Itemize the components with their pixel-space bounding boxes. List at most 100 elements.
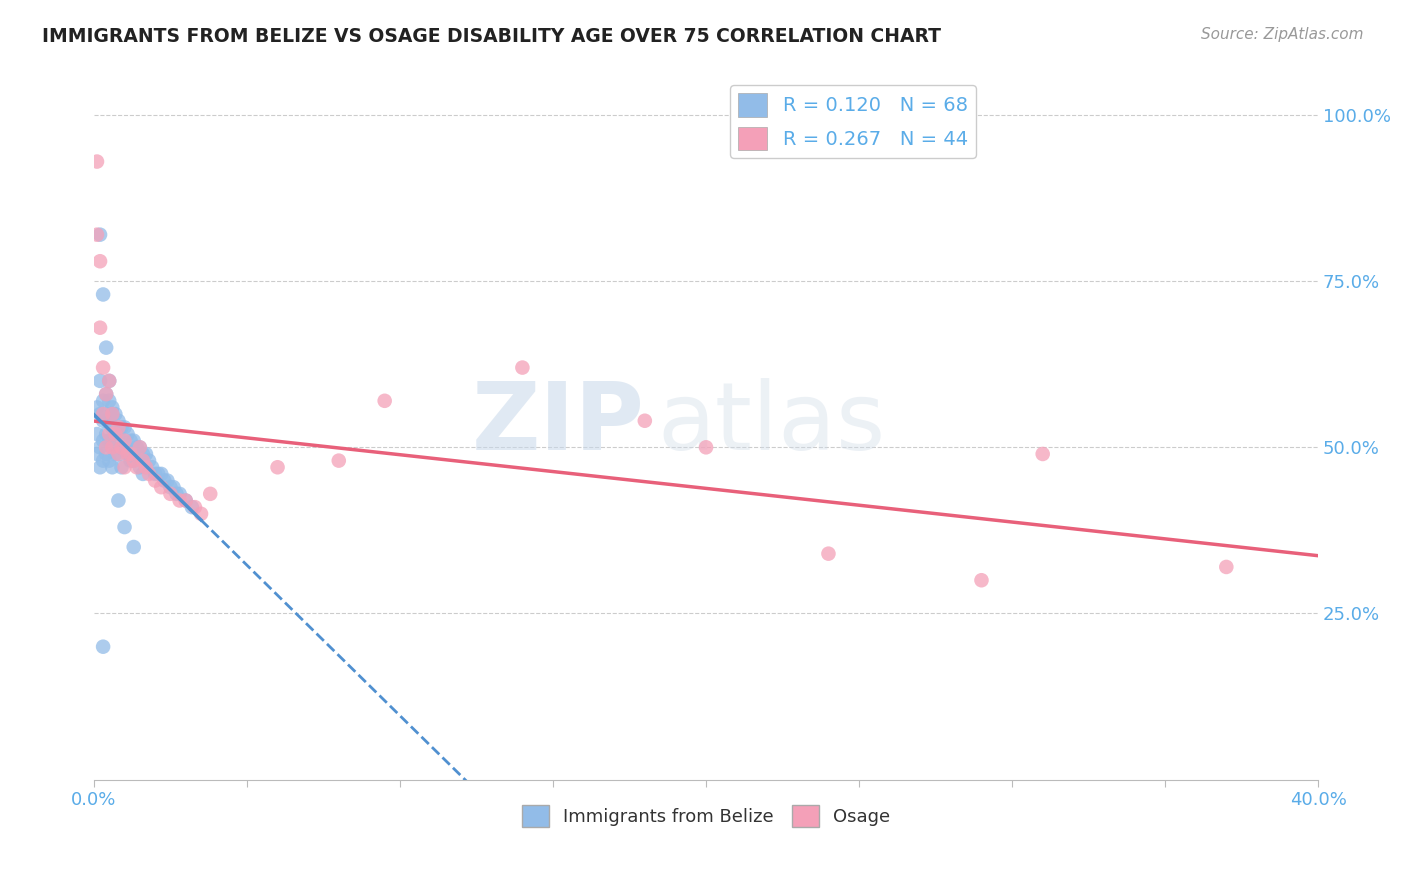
Point	[141, 460, 163, 475]
Point	[120, 447, 142, 461]
Point	[91, 360, 114, 375]
Point	[634, 414, 657, 428]
Point	[132, 447, 155, 461]
Point	[89, 407, 111, 421]
Point	[110, 420, 132, 434]
Point	[114, 434, 136, 448]
Point	[114, 420, 136, 434]
Point	[128, 440, 150, 454]
Point	[96, 387, 118, 401]
Point	[143, 474, 166, 488]
Point	[117, 427, 139, 442]
Point	[98, 374, 121, 388]
Point	[91, 414, 114, 428]
Point	[174, 493, 197, 508]
Point	[89, 320, 111, 334]
Point	[101, 407, 124, 421]
Point	[138, 453, 160, 467]
Text: ZIP: ZIP	[472, 378, 645, 470]
Point	[101, 440, 124, 454]
Point	[89, 254, 111, 268]
Point	[184, 500, 207, 515]
Point	[200, 487, 222, 501]
Point	[101, 407, 124, 421]
Point	[1215, 560, 1237, 574]
Point	[122, 453, 145, 467]
Point	[96, 341, 118, 355]
Point	[96, 447, 118, 461]
Point	[159, 480, 181, 494]
Point	[135, 460, 157, 475]
Point	[817, 547, 839, 561]
Point	[132, 467, 155, 481]
Point	[114, 460, 136, 475]
Point	[114, 520, 136, 534]
Point	[120, 453, 142, 467]
Point	[104, 427, 127, 442]
Point	[91, 453, 114, 467]
Point	[96, 387, 118, 401]
Point	[169, 493, 191, 508]
Point	[150, 480, 173, 494]
Point	[174, 493, 197, 508]
Point	[101, 420, 124, 434]
Point	[125, 460, 148, 475]
Point	[91, 393, 114, 408]
Point	[98, 427, 121, 442]
Point	[169, 487, 191, 501]
Point	[166, 487, 188, 501]
Point	[107, 447, 129, 461]
Text: atlas: atlas	[657, 378, 886, 470]
Point	[107, 447, 129, 461]
Point	[96, 440, 118, 454]
Point	[107, 427, 129, 442]
Point	[374, 393, 396, 408]
Point	[89, 227, 111, 242]
Point	[512, 360, 534, 375]
Point	[86, 154, 108, 169]
Point	[128, 440, 150, 454]
Point	[122, 434, 145, 448]
Point	[104, 447, 127, 461]
Point	[117, 447, 139, 461]
Point	[91, 287, 114, 301]
Point	[107, 420, 129, 434]
Text: Source: ZipAtlas.com: Source: ZipAtlas.com	[1201, 27, 1364, 42]
Point	[162, 480, 184, 494]
Point	[156, 474, 179, 488]
Point	[110, 460, 132, 475]
Point	[122, 540, 145, 554]
Point	[91, 407, 114, 421]
Point	[114, 440, 136, 454]
Point	[138, 467, 160, 481]
Point	[98, 374, 121, 388]
Point	[86, 401, 108, 415]
Point	[101, 401, 124, 415]
Point	[132, 453, 155, 467]
Point	[159, 487, 181, 501]
Point	[91, 640, 114, 654]
Point	[101, 440, 124, 454]
Point	[117, 447, 139, 461]
Point	[266, 460, 288, 475]
Point	[150, 467, 173, 481]
Point	[86, 427, 108, 442]
Point	[695, 440, 717, 454]
Point	[148, 467, 170, 481]
Point	[128, 460, 150, 475]
Point	[89, 440, 111, 454]
Point	[135, 447, 157, 461]
Point	[125, 440, 148, 454]
Legend: Immigrants from Belize, Osage: Immigrants from Belize, Osage	[515, 798, 897, 835]
Point	[107, 414, 129, 428]
Point	[89, 374, 111, 388]
Point	[328, 453, 350, 467]
Point	[122, 453, 145, 467]
Point	[190, 507, 212, 521]
Point	[104, 407, 127, 421]
Point	[98, 393, 121, 408]
Point	[104, 427, 127, 442]
Point	[96, 427, 118, 442]
Point	[86, 447, 108, 461]
Point	[180, 500, 202, 515]
